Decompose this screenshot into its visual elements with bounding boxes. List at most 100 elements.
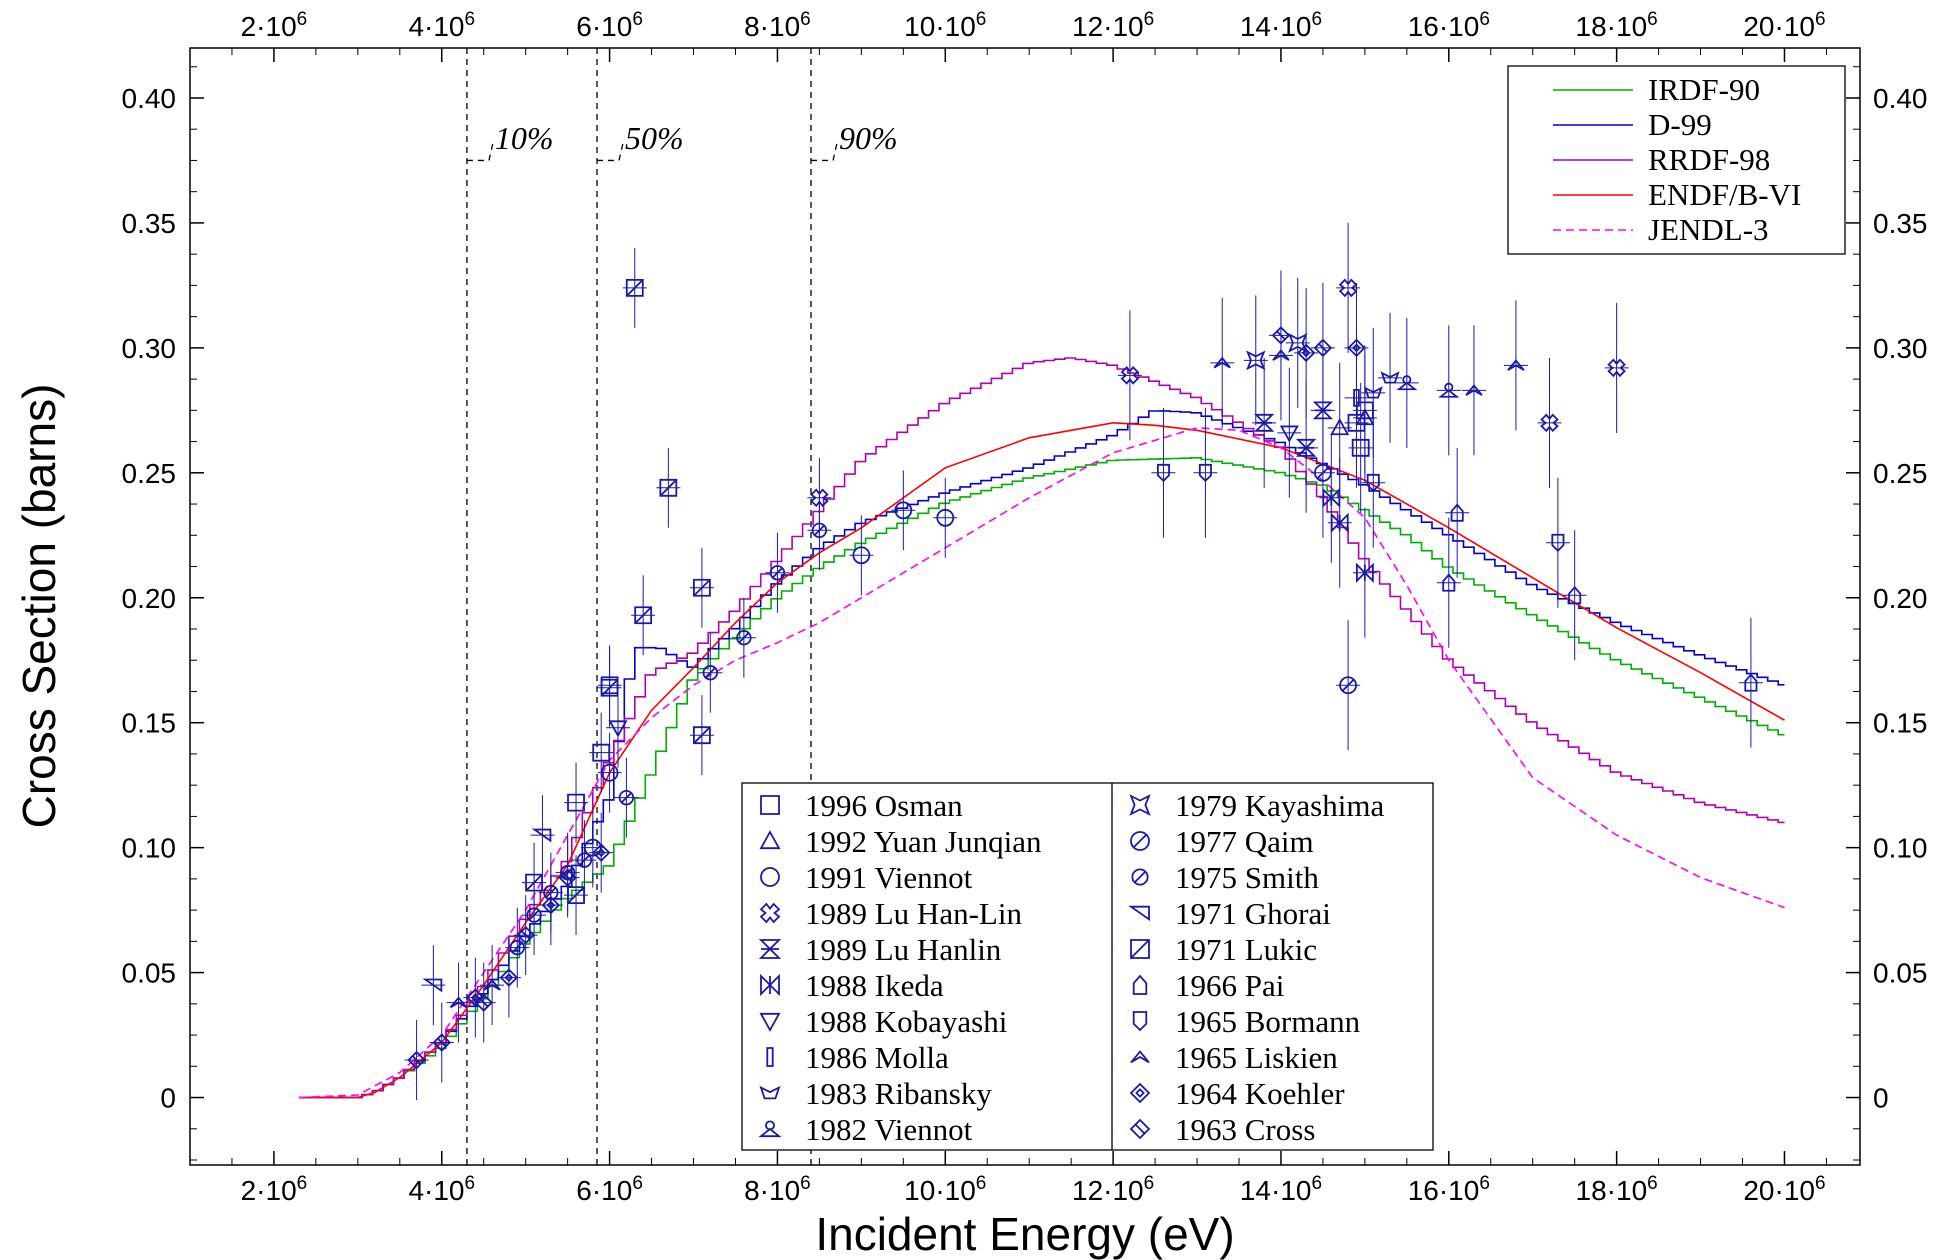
x-tick-label: 6·106 — [576, 1173, 643, 1206]
data-point — [1344, 282, 1369, 413]
marker-stroke — [600, 679, 619, 697]
x-tick-label: 16·106 — [1408, 9, 1490, 42]
marker-legend-entry: 1996 Osman — [760, 788, 963, 823]
threshold-leader — [811, 142, 838, 162]
data-point — [1193, 407, 1218, 538]
marker-stroke — [1276, 330, 1286, 341]
marker-shape — [810, 488, 829, 508]
data-point — [496, 937, 521, 1018]
marker-legend-label: 1992 Yuan Junqian — [805, 824, 1042, 859]
data-point — [1336, 620, 1361, 751]
marker-shape — [516, 925, 535, 945]
marker-shape — [758, 1127, 782, 1138]
curve-d-99 — [299, 410, 1785, 1099]
marker-legend-label: 1975 Smith — [1175, 860, 1319, 895]
marker-stroke — [738, 632, 750, 644]
x-tick-label: 8·106 — [744, 9, 811, 42]
marker-legend-entry: 1979 Kayashima — [1129, 788, 1384, 823]
marker-shape — [1353, 388, 1360, 407]
data-point — [1361, 417, 1386, 548]
x-tick-label: 2·106 — [241, 9, 308, 42]
y-tick-label-right: 0.40 — [1873, 83, 1928, 114]
data-point — [1738, 617, 1763, 748]
x-tick-labels-bottom: 2·106 4·106 6·106 8·106 10·106 12·106 14·106 16… — [241, 1173, 1826, 1206]
marker-shape — [1301, 348, 1311, 358]
y-tick-labels-right: 0 0.05 0.10 0.15 0.20 0.25 0.30 0.35 0.40 — [1873, 83, 1928, 1114]
y-tick-label: 0.05 — [122, 958, 177, 989]
marker-legend-entry: 1991 Viennot — [760, 860, 973, 895]
data-point — [446, 962, 471, 1043]
marker-legend-entry: 1963 Cross — [1129, 1112, 1315, 1147]
marker-shape — [1355, 562, 1374, 583]
marker-legend-entry: 1988 Ikeda — [760, 968, 944, 1003]
marker-shape — [1253, 413, 1275, 432]
marker-legend-label: 1971 Lukic — [1175, 932, 1317, 967]
y-tick-label: 0.30 — [122, 333, 177, 364]
marker-shape — [1271, 326, 1291, 345]
marker-legend-label: 1989 Lu Hanlin — [805, 932, 1002, 967]
marker-shape — [1213, 356, 1231, 369]
data-point — [564, 762, 589, 843]
marker-shape — [1130, 1050, 1150, 1064]
data-point — [513, 895, 538, 976]
y-tick-label-right: 0.30 — [1873, 333, 1928, 364]
plot-frame — [189, 47, 1861, 1166]
data-point — [471, 962, 496, 1043]
y-tick-labels-left: 0 0.05 0.10 0.15 0.20 0.25 0.30 0.35 0.40 — [122, 83, 177, 1114]
marker-shape — [1744, 673, 1758, 692]
marker-legend-entry: 1989 Lu Han-Lin — [759, 896, 1022, 931]
marker-shape — [693, 578, 711, 597]
marker-shape — [1363, 386, 1383, 399]
marker-stroke — [578, 854, 590, 866]
y-tick-label-right: 0.25 — [1873, 458, 1928, 489]
data-point — [1310, 282, 1335, 413]
y-tick-label: 0.35 — [122, 208, 177, 239]
data-point — [555, 837, 580, 918]
data-point — [849, 515, 874, 596]
marker-shape — [702, 665, 719, 681]
data-point — [1310, 407, 1335, 538]
marker-shape — [600, 763, 619, 782]
data-point — [1604, 302, 1629, 433]
data-point — [622, 247, 647, 328]
y-tick-label-right: 0.35 — [1873, 208, 1928, 239]
marker-shape — [759, 1085, 781, 1100]
marker-shape — [596, 848, 606, 858]
marker-stroke — [813, 524, 825, 536]
marker-legend-label: 1964 Koehler — [1175, 1076, 1345, 1111]
marker-legend-label: 1983 Ribansky — [805, 1076, 992, 1111]
marker-legend-entry: 1988 Kobayashi — [759, 1004, 1008, 1039]
legend-label: IRDF-90 — [1648, 72, 1760, 107]
y-tick-label-right: 0.05 — [1873, 958, 1928, 989]
threshold-label: 90% — [839, 120, 898, 156]
data-point — [1294, 287, 1319, 418]
y-tick-label: 0 — [160, 1083, 176, 1114]
marker-shape — [422, 978, 443, 993]
y-tick-label-right: 0.10 — [1873, 833, 1928, 864]
marker-shape — [1347, 338, 1366, 358]
marker-legend-label: 1996 Osman — [805, 788, 963, 823]
marker-shape — [1130, 939, 1150, 959]
marker-shape — [634, 606, 653, 625]
marker-shape — [760, 795, 780, 815]
marker-shape — [1540, 413, 1559, 433]
marker-legend-entry: 1983 Ribansky — [759, 1076, 992, 1111]
marker-shape — [894, 501, 913, 520]
threshold-annotations: 10% 50% 90% — [466, 48, 898, 1165]
data-point — [631, 575, 656, 656]
marker-shape — [759, 830, 781, 850]
marker-shape — [608, 720, 628, 738]
marker-shape — [1607, 358, 1626, 378]
marker-legend-label: 1986 Molla — [805, 1040, 949, 1075]
marker-shape — [1507, 359, 1525, 371]
marker-legend-entry: 1977 Qaim — [1130, 824, 1314, 859]
data-point — [597, 647, 622, 728]
marker-shape — [1396, 381, 1418, 391]
data-point — [1461, 325, 1486, 456]
marker-stroke — [511, 942, 523, 954]
data-point — [522, 842, 547, 923]
marker-legend-label: 1963 Cross — [1175, 1112, 1315, 1147]
